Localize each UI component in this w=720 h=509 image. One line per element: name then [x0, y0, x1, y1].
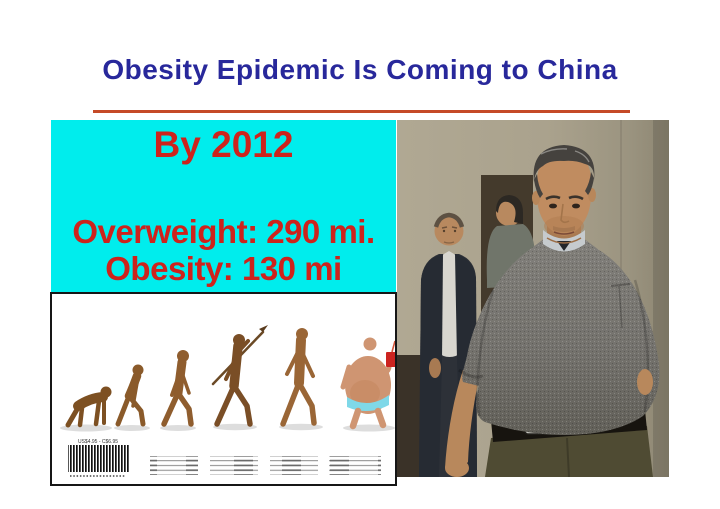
evolution-figure-early-hominid [115, 364, 146, 427]
left-man-hand [429, 358, 441, 378]
gray-hair-streaks [540, 148, 590, 163]
hair [533, 145, 595, 182]
evolution-figure-spear-hunter [211, 325, 268, 427]
barcode-price-label: US$4.95 - C$6.95 [78, 439, 118, 445]
figure-shadows [60, 423, 395, 432]
evolution-figure-modern-human [280, 328, 317, 427]
bare-forearm [445, 370, 479, 470]
photo-illustration [397, 120, 669, 477]
double-chin [546, 237, 582, 244]
evolution-illustration: US$4.95 - C$6.95 [60, 325, 395, 477]
shirt-collar [543, 230, 585, 252]
left-man-hair [433, 212, 465, 228]
stats-heading: By 2012 [153, 124, 294, 165]
face [532, 145, 596, 244]
evolution-figure-obese-man [340, 337, 395, 430]
barcode: US$4.95 - C$6.95 [68, 439, 129, 477]
soda-cup-icon [386, 340, 395, 367]
chest-pocket [610, 283, 631, 329]
wall-right-shadow [653, 120, 669, 477]
middle-man-hair [496, 195, 523, 224]
stats-box: By 2012 Overweight: 290 mi. Obesity: 130… [51, 120, 396, 292]
evolution-image: US$4.95 - C$6.95 [50, 292, 397, 486]
evolution-figure-upright-hominid [161, 350, 194, 427]
foreground-man [445, 145, 660, 477]
title-underline [93, 110, 630, 113]
evolution-figure-ape [65, 386, 112, 428]
stats-obesity: Obesity: 130 mi [105, 250, 342, 288]
tucked-hand [637, 369, 653, 395]
obese-man-photo [397, 120, 669, 477]
rolled-sleeve-fold [458, 368, 484, 379]
mouth [553, 231, 575, 235]
page-title: Obesity Epidemic Is Coming to China [102, 54, 618, 85]
price-table [150, 456, 381, 475]
stats-overweight: Overweight: 290 mi. [72, 213, 375, 251]
mustache-shadow [553, 226, 575, 232]
